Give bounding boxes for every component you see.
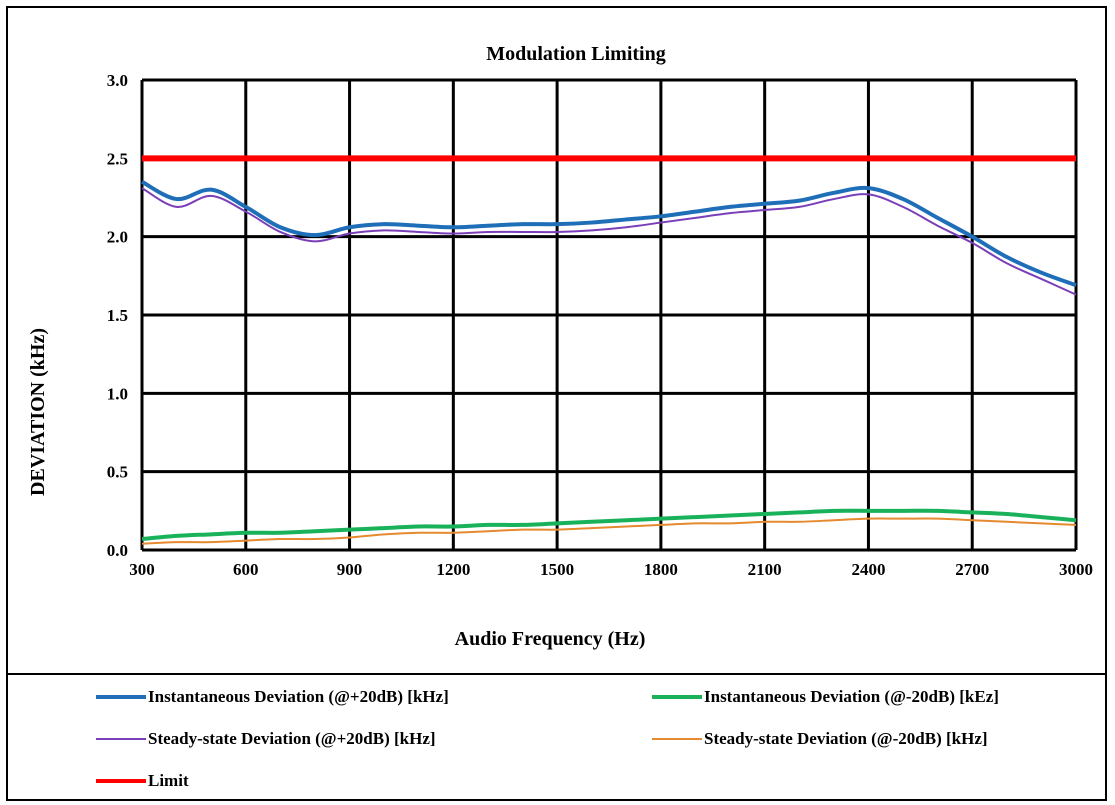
- legend-label-steady-plus20: Steady-state Deviation (@+20dB) [kHz]: [148, 729, 436, 748]
- tick-labels: 300 600 900 1200 1500 1800 2100 2400 2700 3000 0.0…: [107, 71, 1093, 579]
- legend-item-steady-minus20: Steady-state Deviation (@-20dB) [kHz]: [652, 727, 988, 751]
- legend: Instantaneous Deviation (@+20dB) [kHz] I…: [6, 673, 1107, 801]
- y-tick-label-1.0: 1.0: [107, 384, 128, 403]
- legend-swatch-inst-plus20: [96, 695, 146, 699]
- x-tick-label-2700: 2700: [955, 560, 989, 579]
- x-tick-label-900: 900: [337, 560, 363, 579]
- chart-title: Modulation Limiting: [486, 43, 665, 65]
- series-line-inst-plus20: [141, 180, 1077, 288]
- x-axis-label: Audio Frequency (Hz): [455, 628, 646, 650]
- legend-swatch-limit: [96, 779, 146, 783]
- y-tick-label-0.0: 0.0: [107, 541, 128, 560]
- x-tick-label-300: 300: [129, 560, 155, 579]
- series-line-inst-minus20: [141, 508, 1077, 542]
- x-tick-label-2400: 2400: [851, 560, 885, 579]
- series-lines: [141, 155, 1077, 545]
- legend-swatch-steady-plus20: [96, 738, 146, 740]
- x-tick-label-1800: 1800: [644, 560, 678, 579]
- legend-swatch-steady-minus20: [652, 738, 702, 740]
- x-tick-label-2100: 2100: [748, 560, 782, 579]
- series-line-steady-minus20: [141, 517, 1077, 545]
- grid-lines: [140, 78, 1078, 552]
- y-tick-label-2.5: 2.5: [107, 149, 128, 168]
- legend-swatch-inst-minus20: [652, 695, 702, 699]
- y-axis-label: DEVIATION (kHz): [27, 328, 49, 496]
- legend-label-steady-minus20: Steady-state Deviation (@-20dB) [kHz]: [704, 729, 988, 748]
- legend-label-limit: Limit: [148, 771, 189, 790]
- legend-item-inst-minus20: Instantaneous Deviation (@-20dB) [kEz]: [652, 685, 999, 709]
- legend-item-steady-plus20: Steady-state Deviation (@+20dB) [kHz]: [96, 727, 436, 751]
- x-tick-label-1500: 1500: [540, 560, 574, 579]
- x-tick-label-1200: 1200: [436, 560, 470, 579]
- x-tick-label-600: 600: [233, 560, 259, 579]
- y-tick-label-0.5: 0.5: [107, 463, 128, 482]
- legend-item-inst-plus20: Instantaneous Deviation (@+20dB) [kHz]: [96, 685, 449, 709]
- y-tick-label-1.5: 1.5: [107, 306, 128, 325]
- legend-label-inst-minus20: Instantaneous Deviation (@-20dB) [kEz]: [704, 687, 999, 706]
- legend-item-limit: Limit: [96, 769, 189, 793]
- line-chart: Modulation Limiting 300 600 900 1200 1500 180…: [27, 43, 1093, 650]
- y-tick-label-3.0: 3.0: [107, 71, 128, 90]
- series-line-steady-plus20: [141, 187, 1077, 296]
- legend-label-inst-plus20: Instantaneous Deviation (@+20dB) [kHz]: [148, 687, 449, 706]
- x-tick-label-3000: 3000: [1059, 560, 1093, 579]
- y-tick-label-2.0: 2.0: [107, 228, 128, 247]
